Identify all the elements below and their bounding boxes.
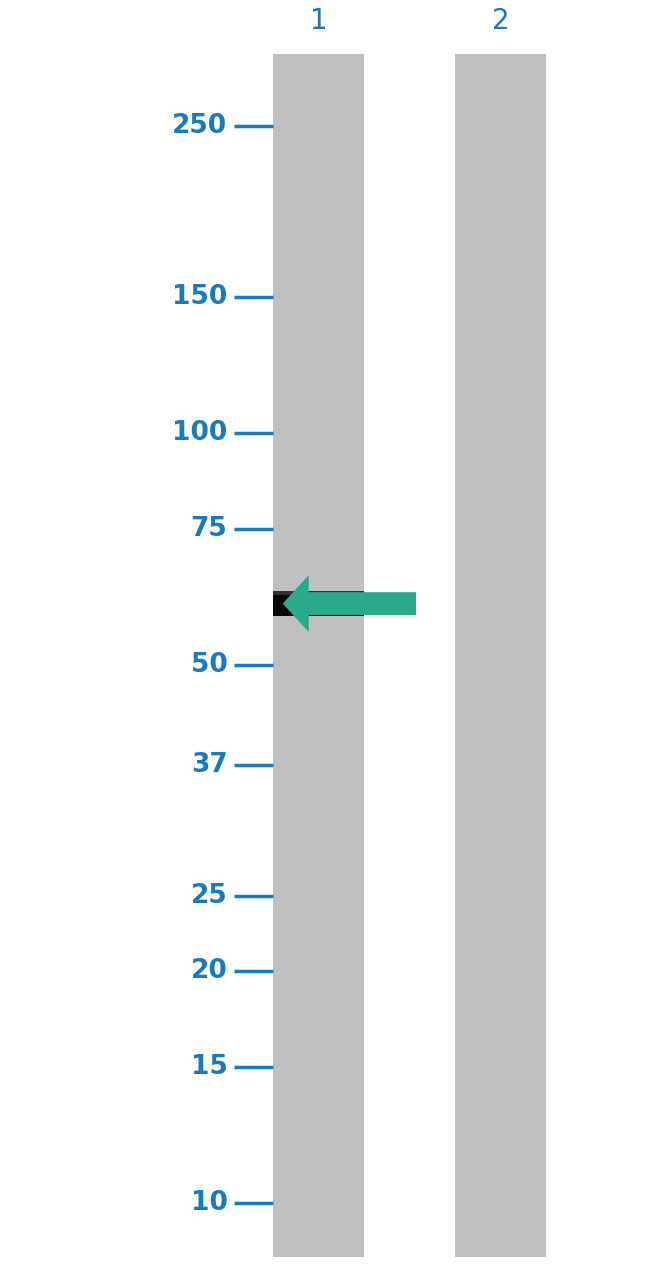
Text: 20: 20: [190, 958, 228, 984]
Bar: [273, 55, 364, 1257]
Text: 250: 250: [172, 113, 227, 140]
Text: 25: 25: [190, 884, 228, 909]
Text: 2: 2: [491, 8, 510, 36]
FancyArrow shape: [283, 575, 416, 632]
Text: 100: 100: [172, 419, 227, 446]
Text: 50: 50: [190, 652, 228, 678]
Text: 1: 1: [309, 8, 328, 36]
Bar: [273, 591, 364, 596]
Text: 15: 15: [190, 1054, 228, 1081]
Text: 75: 75: [190, 516, 228, 542]
Bar: [455, 55, 546, 1257]
Text: 37: 37: [190, 752, 228, 779]
Text: 150: 150: [172, 284, 227, 310]
Text: 10: 10: [190, 1190, 228, 1215]
Bar: [273, 591, 364, 616]
